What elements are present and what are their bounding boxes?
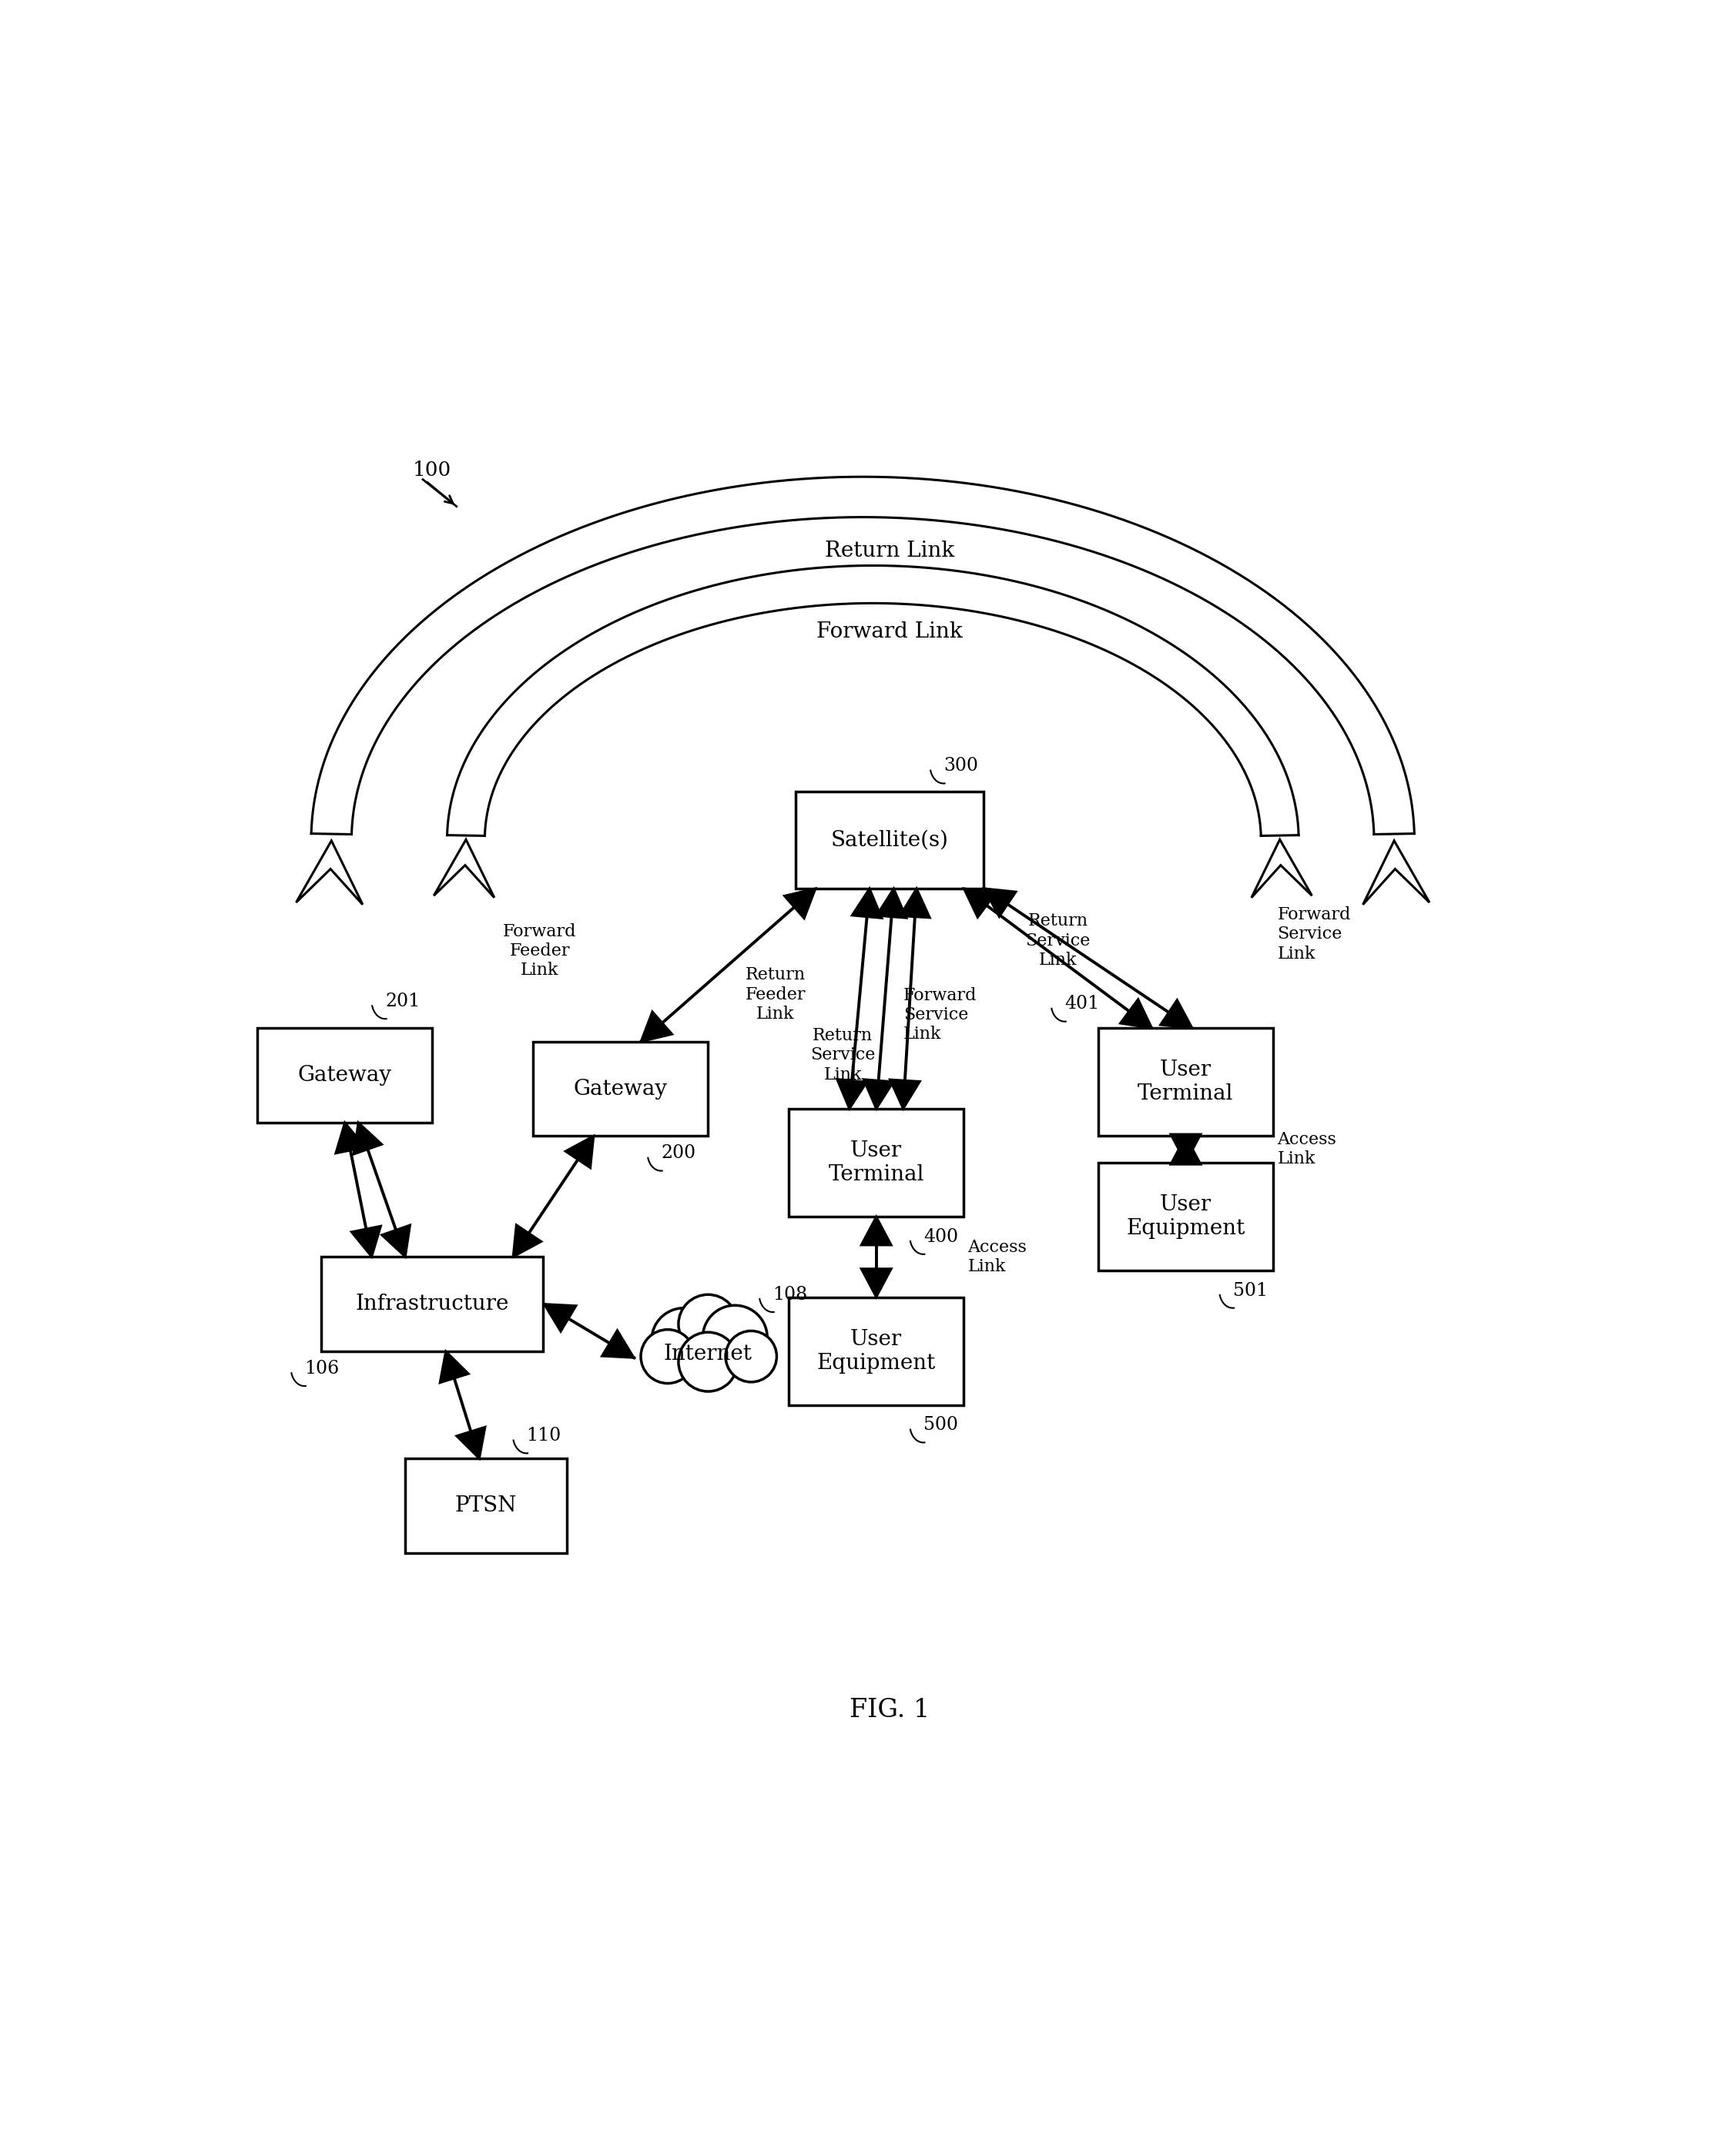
Text: Forward Link: Forward Link — [816, 621, 963, 642]
FancyBboxPatch shape — [406, 1460, 566, 1552]
FancyBboxPatch shape — [533, 1041, 708, 1136]
Polygon shape — [434, 839, 495, 897]
FancyBboxPatch shape — [788, 1298, 963, 1406]
Text: 108: 108 — [773, 1285, 807, 1304]
Text: Satellite(s): Satellite(s) — [832, 830, 948, 849]
Circle shape — [726, 1330, 776, 1382]
Polygon shape — [852, 888, 882, 918]
Polygon shape — [382, 1225, 410, 1257]
Polygon shape — [891, 1080, 920, 1108]
Polygon shape — [602, 1330, 634, 1358]
Text: Infrastructure: Infrastructure — [356, 1294, 509, 1315]
Polygon shape — [785, 888, 816, 918]
Polygon shape — [641, 1011, 672, 1041]
Polygon shape — [863, 1080, 894, 1108]
Text: 300: 300 — [944, 757, 977, 774]
Polygon shape — [297, 841, 363, 906]
Polygon shape — [1170, 1134, 1201, 1162]
Polygon shape — [1363, 841, 1429, 906]
Text: FIG. 1: FIG. 1 — [849, 1699, 930, 1723]
Text: 500: 500 — [924, 1416, 958, 1434]
Polygon shape — [861, 1216, 891, 1246]
Circle shape — [679, 1332, 738, 1391]
Polygon shape — [439, 1352, 469, 1382]
Polygon shape — [351, 1227, 380, 1257]
Text: 501: 501 — [1233, 1281, 1267, 1300]
Text: User
Terminal: User Terminal — [828, 1141, 924, 1186]
Text: Forward
Service
Link: Forward Service Link — [903, 987, 977, 1044]
Polygon shape — [1252, 839, 1312, 897]
Polygon shape — [457, 1427, 486, 1460]
Polygon shape — [543, 1304, 576, 1332]
Text: Internet: Internet — [663, 1343, 752, 1365]
Text: User
Equipment: User Equipment — [818, 1328, 936, 1373]
Polygon shape — [448, 565, 1299, 837]
FancyBboxPatch shape — [257, 1028, 432, 1123]
Circle shape — [703, 1304, 767, 1369]
FancyBboxPatch shape — [1099, 1162, 1272, 1270]
Polygon shape — [899, 888, 930, 918]
Text: 100: 100 — [413, 461, 451, 479]
Circle shape — [641, 1330, 694, 1384]
FancyBboxPatch shape — [788, 1108, 963, 1216]
Text: Return
Service
Link: Return Service Link — [1026, 912, 1090, 968]
Circle shape — [679, 1294, 738, 1354]
Text: Forward
Service
Link: Forward Service Link — [1278, 906, 1351, 962]
FancyBboxPatch shape — [321, 1257, 543, 1352]
Polygon shape — [1120, 998, 1153, 1028]
FancyBboxPatch shape — [795, 791, 984, 888]
Polygon shape — [311, 476, 1415, 834]
Polygon shape — [984, 888, 1016, 916]
Text: Return Link: Return Link — [825, 541, 955, 561]
Polygon shape — [1170, 1136, 1201, 1164]
Polygon shape — [514, 1225, 542, 1257]
Polygon shape — [877, 888, 906, 918]
Polygon shape — [837, 1080, 866, 1108]
Text: 110: 110 — [526, 1427, 561, 1445]
Text: PTSN: PTSN — [455, 1496, 517, 1516]
Polygon shape — [861, 1268, 891, 1298]
Text: User
Terminal: User Terminal — [1137, 1059, 1234, 1104]
Text: 106: 106 — [304, 1360, 339, 1378]
Text: Return
Feeder
Link: Return Feeder Link — [745, 966, 806, 1022]
Text: 201: 201 — [385, 992, 420, 1011]
Text: Gateway: Gateway — [573, 1078, 668, 1100]
Polygon shape — [335, 1123, 365, 1153]
Text: Access
Link: Access Link — [967, 1240, 1028, 1274]
Polygon shape — [1160, 1000, 1193, 1028]
Circle shape — [651, 1309, 717, 1373]
Polygon shape — [566, 1136, 594, 1169]
Polygon shape — [354, 1123, 382, 1153]
Text: Gateway: Gateway — [299, 1065, 392, 1087]
FancyBboxPatch shape — [1099, 1028, 1272, 1136]
Polygon shape — [963, 888, 996, 918]
Text: Return
Service
Link: Return Service Link — [811, 1026, 875, 1082]
Text: 401: 401 — [1064, 996, 1099, 1013]
Text: Forward
Feeder
Link: Forward Feeder Link — [503, 923, 576, 979]
Text: 400: 400 — [924, 1229, 958, 1246]
Text: Access
Link: Access Link — [1278, 1132, 1337, 1169]
Text: 200: 200 — [661, 1145, 696, 1162]
Text: User
Equipment: User Equipment — [1127, 1194, 1245, 1240]
